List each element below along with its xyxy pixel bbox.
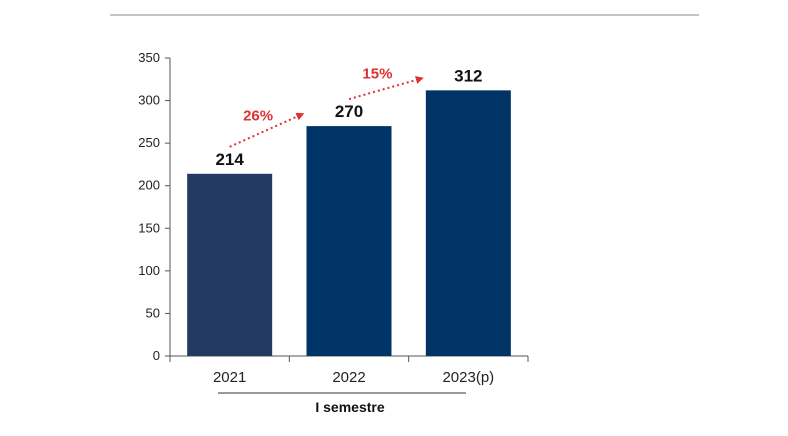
y-tick-label-0: 0 bbox=[153, 348, 160, 363]
bar-2023(p) bbox=[425, 90, 511, 357]
bar-2022 bbox=[306, 126, 392, 356]
y-tick-label-2: 100 bbox=[138, 263, 160, 278]
x-tick-label-2021: 2021 bbox=[213, 369, 246, 386]
y-tick-label-5: 250 bbox=[138, 135, 160, 150]
growth-arrow-0 bbox=[229, 112, 305, 148]
x-tick-label-2023(p): 2023(p) bbox=[442, 369, 494, 386]
group-label: I semestre bbox=[315, 399, 384, 415]
y-tick-label-1: 50 bbox=[146, 305, 160, 320]
growth-label-1: 15% bbox=[362, 66, 392, 83]
y-tick-label-7: 350 bbox=[138, 50, 160, 65]
growth-label-0: 26% bbox=[243, 107, 273, 124]
data-label-2021: 214 bbox=[215, 150, 244, 169]
data-label-2022: 270 bbox=[335, 102, 363, 121]
x-tick-label-2022: 2022 bbox=[332, 369, 365, 386]
data-label-2023(p): 312 bbox=[454, 66, 482, 85]
y-tick-label-4: 200 bbox=[138, 178, 160, 193]
y-tick-label-3: 150 bbox=[138, 220, 160, 235]
y-tick-label-6: 300 bbox=[138, 93, 160, 108]
bar-2021 bbox=[187, 173, 273, 356]
